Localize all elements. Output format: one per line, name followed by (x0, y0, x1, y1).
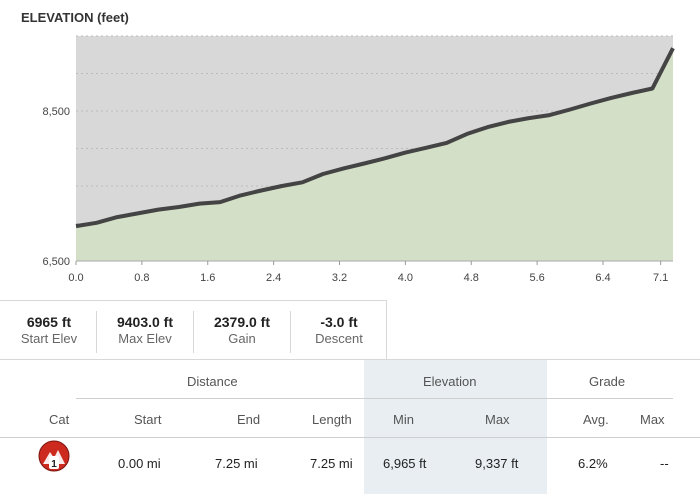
group-header-grade: Grade (589, 374, 626, 389)
category-badge-icon: 1 (38, 440, 70, 472)
y-tick-label: 6,500 (42, 256, 70, 268)
stat-label: Descent (315, 331, 363, 346)
segment-table: Distance Elevation Grade Cat Start End L… (0, 359, 700, 494)
stat-value: 2379.0 ft (213, 314, 271, 330)
cell-length: 7.25 mi (310, 456, 353, 471)
stat-start-elev: 6965 ft Start Elev (10, 314, 88, 350)
column-header-length: Length (312, 412, 352, 427)
x-tick-label: 4.8 (464, 272, 479, 284)
elevation-column-shade (364, 360, 547, 494)
x-tick-label: 7.1 (653, 272, 668, 284)
stat-descent: -3.0 ft Descent (298, 314, 380, 350)
stat-max-elev: 9403.0 ft Max Elev (104, 314, 186, 350)
stat-value: 9403.0 ft (116, 314, 174, 330)
stat-value: -3.0 ft (320, 314, 358, 330)
cell-start: 0.00 mi (118, 456, 161, 471)
elevation-chart: 0.0 0.8 1.6 2.4 3.2 4.0 4.8 5.6 6.4 7.1 8,500 6,50… (42, 35, 675, 284)
stat-label: Start Elev (20, 331, 78, 346)
elevation-line (75, 47, 675, 229)
y-tick-label: 8,500 (42, 106, 70, 118)
stat-divider (193, 311, 194, 353)
x-tick-label: 5.6 (529, 272, 544, 284)
stat-label: Max Elev (118, 331, 172, 346)
cell-avg: 6.2% (578, 456, 608, 471)
stat-gain: 2379.0 ft Gain (200, 314, 284, 350)
elevation-area (76, 48, 673, 262)
column-header-start: Start (134, 412, 162, 427)
header-divider (76, 398, 673, 399)
x-tick-label: 0.8 (134, 272, 149, 284)
stat-value: 6965 ft (26, 314, 72, 330)
stat-divider (96, 311, 97, 353)
category-badge-number: 1 (51, 459, 57, 470)
column-header-min: Min (393, 412, 414, 427)
cell-end: 7.25 mi (215, 456, 258, 471)
x-tick-label: 6.4 (595, 272, 610, 284)
stat-label: Gain (228, 331, 256, 346)
column-header-end: End (237, 412, 261, 427)
column-header-max: Max (485, 412, 510, 427)
cell-max: 9,337 ft (475, 456, 519, 471)
column-header-grade-max: Max (640, 412, 665, 427)
x-tick-label: 4.0 (398, 272, 413, 284)
x-tick-label: 3.2 (332, 272, 347, 284)
x-tick-label: 0.0 (68, 272, 83, 284)
cell-min: 6,965 ft (383, 456, 427, 471)
stat-divider (290, 311, 291, 353)
row-divider (0, 437, 700, 438)
column-header-avg: Avg. (583, 412, 609, 427)
cell-grade-max: -- (660, 456, 669, 471)
x-tick-label: 1.6 (200, 272, 215, 284)
group-header-distance: Distance (187, 374, 238, 389)
column-header-cat: Cat (49, 412, 70, 427)
chart-title: ELEVATION (feet) (21, 10, 129, 25)
group-header-elevation: Elevation (423, 374, 477, 389)
x-tick-label: 2.4 (266, 272, 281, 284)
summary-stats: 6965 ft Start Elev 9403.0 ft Max Elev 23… (0, 300, 387, 359)
